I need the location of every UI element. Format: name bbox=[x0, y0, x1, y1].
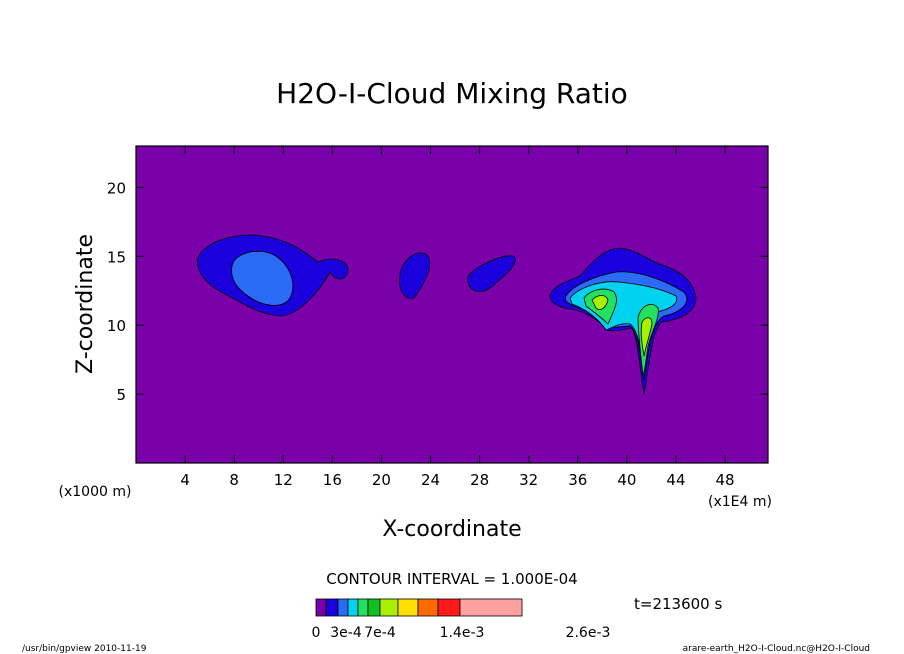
x-axis-label: X-coordinate bbox=[382, 517, 521, 542]
x-unit-left: (x1000 m) bbox=[59, 484, 132, 500]
colorbar-swatch-7 bbox=[397, 598, 419, 617]
plot-frame bbox=[135, 145, 769, 464]
colorbar-swatch-1 bbox=[325, 598, 339, 617]
colorbar-swatch-4 bbox=[357, 598, 369, 617]
contour-regions bbox=[197, 234, 697, 395]
x-tick-label-5: 24 bbox=[421, 471, 440, 489]
x-tick-label-6: 28 bbox=[470, 471, 489, 489]
x-tick-label-4: 20 bbox=[372, 471, 391, 489]
y-tick-label-3: 20 bbox=[107, 179, 126, 197]
footer-left: /usr/bin/gpview 2010-11-19 bbox=[22, 644, 147, 654]
cloud-right-yellowgreen bbox=[591, 295, 609, 310]
y-axis-label: Z-coordinate bbox=[73, 234, 98, 374]
colorbar-label-3: 1.4e-3 bbox=[440, 625, 485, 641]
colorbar-swatch-2 bbox=[337, 598, 349, 617]
colorbar-label-1: 3e-4 bbox=[330, 625, 362, 641]
colorbar-swatch-10 bbox=[459, 598, 523, 617]
cloud-mid-1 bbox=[399, 252, 431, 299]
colorbar-swatch-3 bbox=[347, 598, 359, 617]
colorbar-label-0: 0 bbox=[312, 625, 321, 641]
colorbar-label-2: 7e-4 bbox=[364, 625, 396, 641]
time-label: t=213600 s bbox=[634, 595, 722, 613]
colorbar-swatch-8 bbox=[417, 598, 439, 617]
x-tick-label-10: 44 bbox=[666, 471, 685, 489]
y-axis-ticks: 5 10 15 20 bbox=[107, 179, 768, 404]
colorbar-swatch-5 bbox=[367, 598, 381, 617]
x-unit-right: (x1E4 m) bbox=[708, 494, 772, 510]
colorbar-label-4: 2.6e-3 bbox=[566, 625, 611, 641]
x-axis-ticks: 4 8 12 16 20 24 28 32 36 40 44 48 bbox=[180, 146, 735, 489]
chart-title: H2O-I-Cloud Mixing Ratio bbox=[276, 77, 628, 110]
colorbar-labels: 0 3e-4 7e-4 1.4e-3 2.6e-3 bbox=[312, 625, 611, 641]
cloud-left-inner bbox=[231, 250, 294, 306]
x-tick-label-1: 8 bbox=[229, 471, 239, 489]
footer-right: arare-earth_H2O-I-Cloud.nc@H2O-I-Cloud bbox=[683, 644, 870, 654]
x-tick-label-11: 48 bbox=[716, 471, 735, 489]
colorbar bbox=[315, 598, 523, 617]
cloud-right-yellowgreen-2 bbox=[640, 317, 653, 357]
x-tick-label-9: 40 bbox=[617, 471, 636, 489]
cloud-mid-2 bbox=[467, 255, 516, 292]
y-tick-label-2: 15 bbox=[107, 248, 126, 266]
x-tick-label-0: 4 bbox=[180, 471, 190, 489]
x-tick-label-8: 36 bbox=[568, 471, 587, 489]
x-tick-label-3: 16 bbox=[323, 471, 342, 489]
colorbar-swatch-6 bbox=[379, 598, 399, 617]
y-tick-label-0: 5 bbox=[116, 386, 126, 404]
colorbar-swatch-0 bbox=[315, 598, 327, 617]
x-tick-label-7: 32 bbox=[519, 471, 538, 489]
x-tick-label-2: 12 bbox=[274, 471, 293, 489]
colorbar-swatch-9 bbox=[437, 598, 461, 617]
y-tick-label-1: 10 bbox=[107, 317, 126, 335]
contour-interval-label: CONTOUR INTERVAL = 1.000E-04 bbox=[326, 570, 577, 588]
